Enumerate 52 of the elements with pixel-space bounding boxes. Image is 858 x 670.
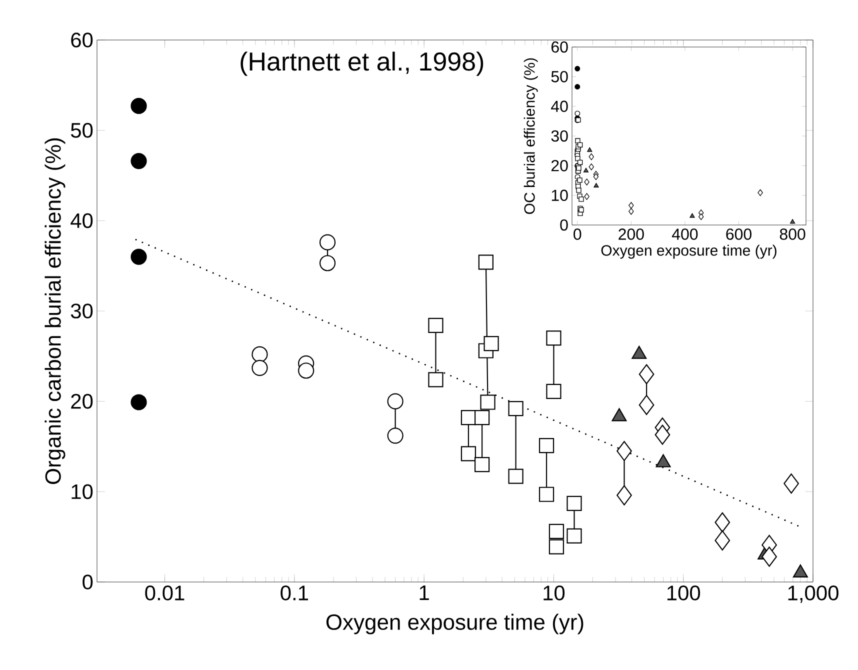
y-tick-label: 60 [71,32,93,48]
x-tick-label: 0 [574,228,582,240]
x-tick-label: 0.1 [280,586,308,600]
x-tick-label: 600 [726,228,752,240]
y-tick-label: 20 [551,160,568,172]
x-tick-label: 1 [420,586,429,600]
y-tick-label: 20 [71,394,93,409]
x-tick-label: 0.01 [145,586,184,600]
x-tick-label: 800 [780,228,806,240]
point [587,147,592,152]
y-tick-label: 40 [551,100,568,112]
point [584,193,590,200]
x-tick-label: 100 [667,586,700,600]
y-axis-title: OC burial efficiency (%) [524,58,538,214]
point [577,178,582,183]
point [578,196,584,202]
point [584,178,590,186]
point [690,213,695,218]
y-tick-label: 60 [551,41,568,53]
y-tick-label: 0 [82,574,93,590]
point [583,168,589,172]
point [628,208,634,215]
x-tick-label: 1,000 [788,586,838,603]
point [628,202,634,209]
y-tick-label: 30 [551,130,568,142]
point [593,173,599,180]
y-tick-label: 10 [552,190,568,201]
y-axis-title: Organic carbon burial efficiency (%) [44,138,66,484]
y-tick-label: 50 [70,122,93,138]
point [574,84,580,90]
point [588,153,594,160]
point [594,182,599,188]
y-tick-label: 30 [70,304,93,318]
point [790,219,796,224]
point [588,163,594,170]
point [574,110,580,116]
point [575,156,580,162]
point [758,189,763,196]
y-tick-label: 50 [551,71,568,82]
point [578,160,583,165]
y-tick-label: 40 [70,213,93,228]
point [576,188,582,193]
y-tick-label: 10 [72,484,93,500]
point [574,66,580,72]
point [698,213,704,220]
x-tick-label: 400 [672,228,698,240]
x-tick-label: 200 [618,228,644,240]
y-tick-label: 0 [560,219,568,231]
point [575,138,580,144]
x-axis-title: Oxygen exposure time (yr) [326,614,584,634]
annotation: (Hartnett et al., 1998) [240,52,484,76]
x-axis-title: Oxygen exposure time (yr) [601,244,776,259]
